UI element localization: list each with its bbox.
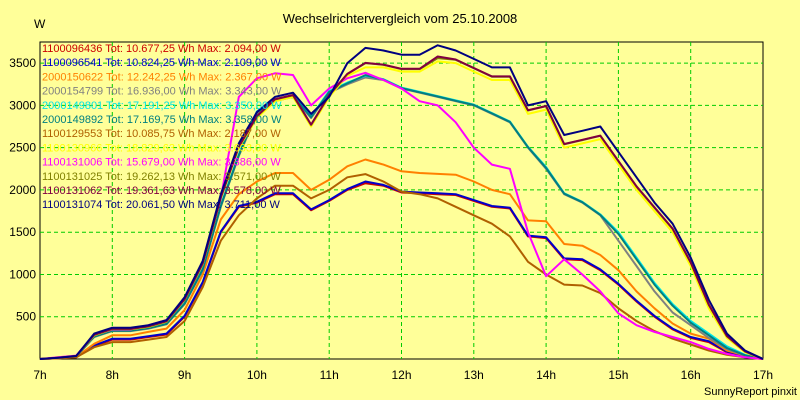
x-tick-label: 8h (106, 368, 119, 382)
legend-entry: 1100130966 Tot: 18.829,63 Wh Max: 3.633,… (42, 142, 281, 154)
legend-entry: 2000149801 Tot: 17.191,25 Wh Max: 3.350,… (42, 100, 282, 112)
x-tick-label: 11h (320, 368, 339, 382)
y-tick-label: 500 (16, 310, 36, 324)
series-line-12 (39, 44, 764, 360)
x-tick-label: 10h (247, 368, 267, 382)
y-axis-unit-label: W (34, 17, 46, 31)
series-lines (39, 44, 764, 360)
legend-entry: 1100096436 Tot: 10.677,25 Wh Max: 2.094,… (42, 43, 281, 55)
legend-entry: 1100096541 Tot: 10.824,25 Wh Max: 2.109,… (42, 57, 281, 69)
x-tick-label: 9h (178, 368, 191, 382)
series-line-7 (39, 173, 764, 360)
y-tick-label: 1000 (9, 267, 36, 281)
axis-tick-labels: 7h 8h 9h 10h 11h 12h 13h 14h 15h 16h 17h 500 1000 150… (9, 56, 773, 382)
legend-entry: 1100131025 Tot: 19.262,13 Wh Max: 3.571,… (42, 171, 281, 183)
legend-entry: 2000154799 Tot: 16.936,00 Wh Max: 3.343,… (42, 86, 282, 98)
x-tick-label: 13h (464, 368, 484, 382)
y-tick-label: 1500 (9, 225, 36, 239)
x-tick-label: 12h (391, 368, 411, 382)
legend-entry: 1100131006 Tot: 15.679,00 Wh Max: 3.386,… (42, 157, 281, 169)
x-tick-label: 17h (753, 368, 773, 382)
y-tick-label: 3000 (9, 98, 36, 112)
y-tick-label: 2500 (9, 141, 36, 155)
legend-entry: 1100129553 Tot: 10.085,75 Wh Max: 2.187,… (42, 128, 281, 140)
legend-entry: 2000149892 Tot: 17.169,75 Wh Max: 3.358,… (42, 114, 282, 126)
x-tick-label: 7h (33, 368, 46, 382)
series-line-3 (39, 158, 764, 360)
legend-entry: 2000150622 Tot: 12.242,25 Wh Max: 2.367,… (42, 71, 282, 83)
legend-entry: 1100131074 Tot: 20.061,50 Wh Max: 3.711,… (42, 199, 281, 211)
legend: 1100096436 Tot: 10.677,25 Wh Max: 2.094,… (42, 43, 282, 211)
x-tick-label: 15h (608, 368, 628, 382)
x-tick-label: 16h (681, 368, 701, 382)
y-tick-label: 3500 (9, 56, 36, 70)
footer-credit: SunnyReport pinxit (704, 386, 797, 398)
x-tick-label: 14h (536, 368, 556, 382)
chart-title: Wechselrichtervergleich vom 25.10.2008 (283, 11, 518, 26)
y-tick-label: 2000 (9, 183, 36, 197)
legend-entry: 1100131062 Tot: 19.361,63 Wh Max: 3.578,… (42, 185, 281, 197)
